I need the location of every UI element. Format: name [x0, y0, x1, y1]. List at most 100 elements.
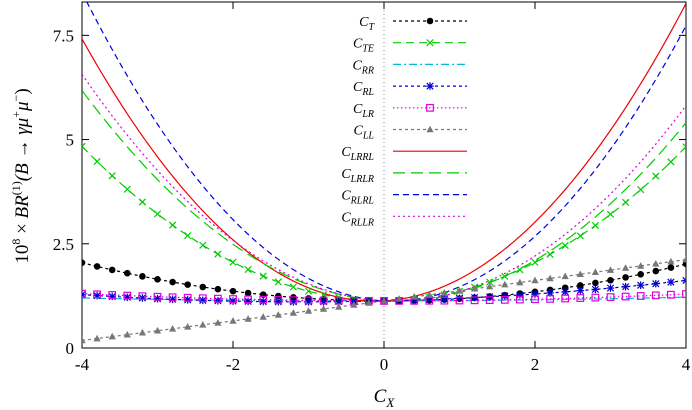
series-point-rl [199, 296, 207, 305]
y-tick-label: 2.5 [53, 235, 74, 254]
series-point-lr [168, 293, 177, 302]
series-point-ll [214, 319, 222, 326]
series-point-t [577, 282, 584, 289]
series-point-ll [425, 291, 433, 298]
series-point-te [108, 172, 116, 180]
y-title-br: BR [12, 195, 33, 219]
x-tick-label: 4 [682, 355, 691, 374]
series-point-rl [289, 298, 298, 306]
series-point-rl [229, 297, 237, 305]
series-point-rl [501, 292, 509, 300]
series-point-te [259, 272, 267, 280]
series-point-lr [244, 295, 253, 304]
series-point-ll [561, 272, 569, 280]
series-point-ll [123, 330, 131, 338]
series-point-lr [123, 291, 132, 300]
legend-marker-rl [426, 82, 434, 90]
series-point-lr [304, 296, 313, 305]
series-point-lr [651, 291, 660, 300]
series-point-ll [350, 301, 358, 308]
series-point-t [637, 271, 644, 278]
series-line-rlrl [86, 2, 686, 302]
series-point-ll [304, 307, 313, 314]
series-point-te [82, 142, 86, 151]
series-point-ll [274, 311, 282, 318]
x-tick-label: -4 [75, 355, 90, 374]
series-point-ll [606, 266, 615, 273]
y-title-mu: μ [12, 101, 33, 112]
series-point-lr [546, 294, 554, 303]
series-point-lr [455, 296, 464, 305]
series-point-te [199, 241, 207, 249]
series-point-t [592, 279, 599, 287]
series-point-t [214, 285, 222, 293]
legend-marker-te [426, 39, 434, 47]
y-title-prefix: 10 [12, 245, 33, 264]
series-point-t [82, 259, 86, 267]
series-point-te [516, 266, 524, 274]
series-point-te [621, 198, 630, 206]
series-point-te [606, 210, 615, 218]
series-point-rl [455, 294, 464, 303]
legend-marker-lr [426, 103, 434, 112]
series-point-t [244, 289, 252, 297]
series-point-ll [471, 284, 479, 292]
series-point-te [229, 258, 237, 266]
y-tick-label: 7.5 [53, 26, 74, 45]
series-point-rl [244, 297, 252, 306]
series-point-te [667, 158, 675, 166]
series-point-ll [501, 280, 509, 288]
series-point-lr [561, 294, 570, 303]
series-point-ll [153, 326, 162, 334]
series-point-ll [289, 309, 297, 316]
axis-ticks: -4 -2 0 2 4 0 2.5 5 7.5 [53, 2, 691, 374]
series-line-lrrl [82, 3, 686, 302]
series-point-ll [229, 317, 237, 324]
series-point-lr [319, 296, 328, 305]
series-line-lr [82, 293, 686, 302]
series-point-ll [576, 270, 584, 278]
legend-label-rllr: CRLLR [341, 210, 374, 228]
series-point-lr [108, 291, 117, 299]
series-point-rl [304, 298, 313, 306]
series-point-rl [667, 278, 675, 286]
series-point-lr [666, 290, 675, 299]
series-line-rr [82, 296, 686, 302]
series-point-te [501, 272, 509, 280]
series-point-rl [591, 285, 600, 294]
series-point-ll [455, 286, 464, 294]
series-point-rl [652, 279, 660, 288]
series-point-lr [606, 293, 615, 301]
series-point-te [289, 283, 298, 291]
series-point-te [184, 231, 192, 240]
series-point-te [637, 185, 645, 194]
series-point-lr [531, 295, 539, 304]
series-line-rllr [82, 73, 686, 302]
series-point-t [154, 275, 161, 283]
series-point-rl [516, 291, 524, 299]
series-point-ll [682, 255, 686, 263]
series-point-rl [440, 295, 449, 303]
series-point-lr [198, 294, 207, 303]
y-tick-label: 0 [66, 339, 75, 358]
series-point-t [622, 274, 629, 281]
series-point-ll [486, 282, 494, 290]
legend-label-lrlr: CLRLR [341, 167, 374, 185]
series-point-ll [395, 295, 403, 302]
series-point-ll [531, 276, 539, 284]
series-point-lr [470, 296, 479, 305]
series-point-t [93, 263, 101, 270]
x-axis-title: CX [374, 386, 396, 410]
series-point-te [546, 250, 554, 258]
series-markers [82, 142, 686, 344]
series-point-te [561, 241, 569, 250]
series-point-te [123, 185, 131, 193]
series-point-te [576, 232, 584, 240]
y-title-minus: − [9, 94, 23, 101]
series-point-rl [123, 293, 132, 302]
y-title-close: ) [12, 88, 33, 94]
series-point-ll [138, 328, 146, 336]
series-point-lr [682, 290, 686, 298]
series-point-lr [636, 292, 645, 300]
series-point-te [304, 287, 313, 295]
